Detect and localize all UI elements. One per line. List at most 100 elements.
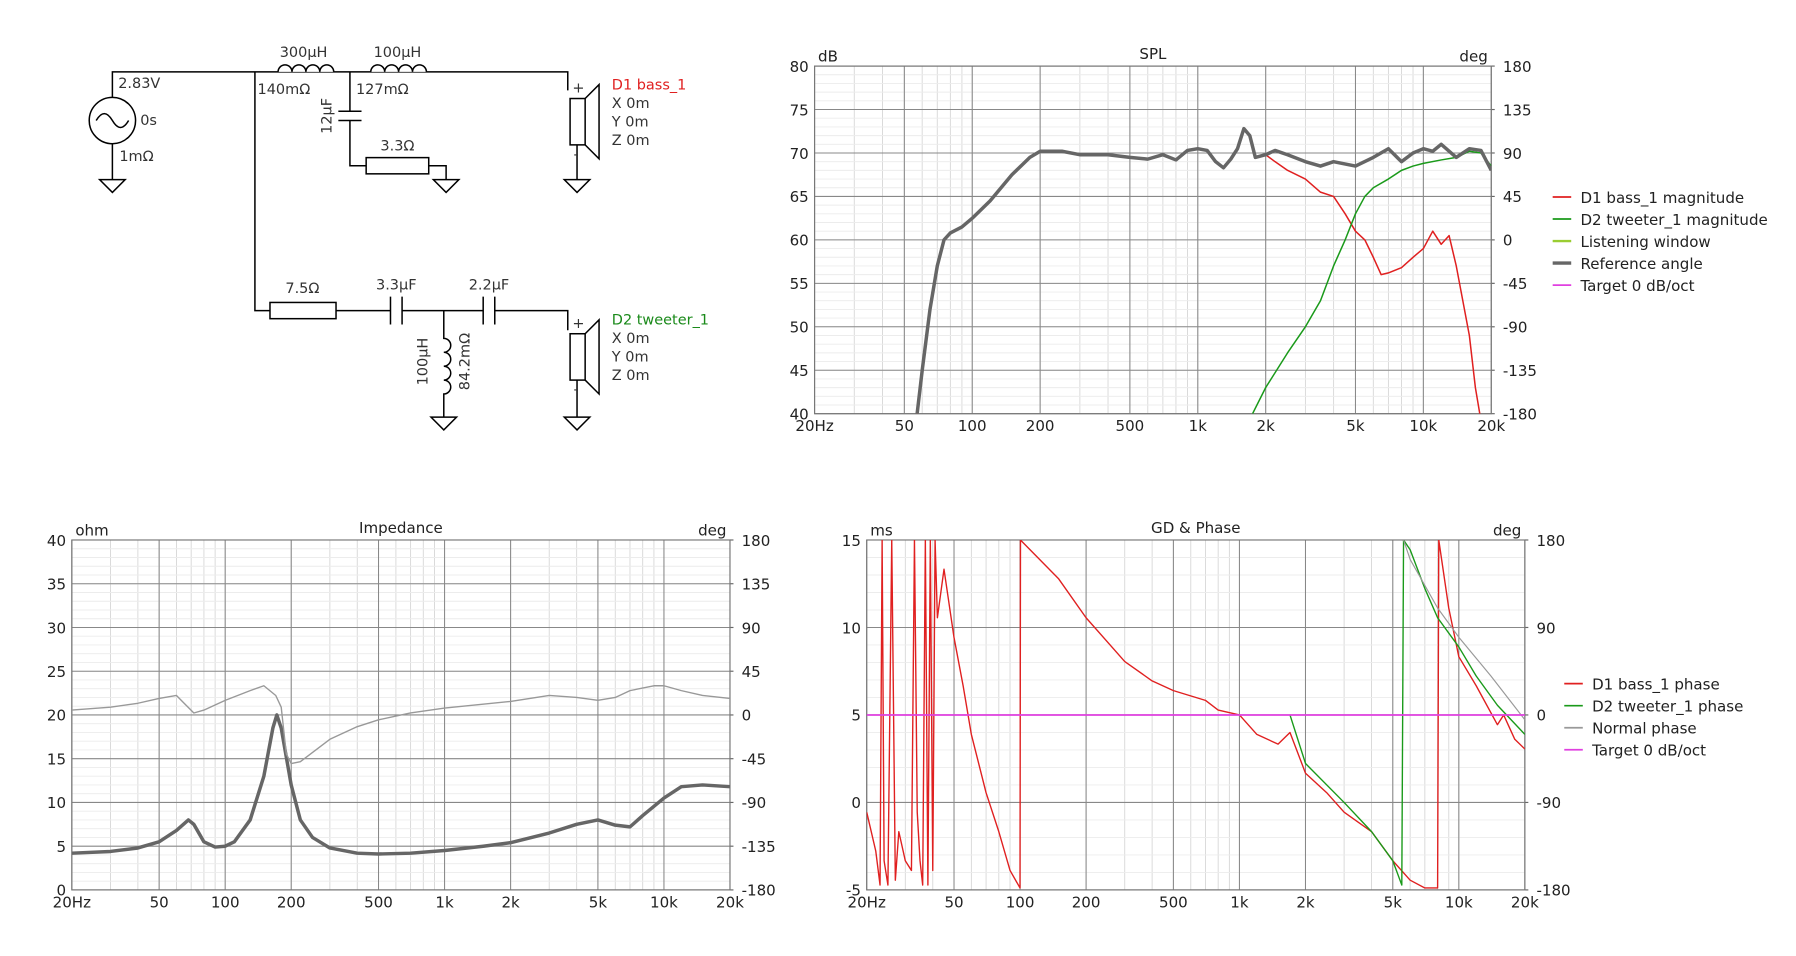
y-tick-label: 40 bbox=[47, 532, 66, 550]
label: 100µH bbox=[374, 45, 422, 61]
inductor bbox=[277, 64, 335, 72]
y2-tick-label: 0 bbox=[1503, 232, 1513, 250]
x-tick-label: 20k bbox=[1477, 417, 1505, 435]
legend-label: Reference angle bbox=[1580, 255, 1702, 273]
y2-tick-label: 180 bbox=[1536, 532, 1565, 550]
y2-axis-label: deg bbox=[698, 521, 726, 539]
x-tick-label: 50 bbox=[150, 893, 169, 911]
y-tick-label: 75 bbox=[790, 101, 809, 119]
x-tick-label: 2k bbox=[1257, 417, 1276, 435]
y-tick-label: 70 bbox=[790, 145, 809, 163]
x-tick-label: 100 bbox=[1006, 893, 1035, 911]
label: Y 0m bbox=[611, 114, 649, 130]
driver-cone bbox=[576, 318, 600, 418]
legend-label: Target 0 dB/oct bbox=[1591, 742, 1706, 760]
y-tick-label: 20 bbox=[47, 707, 66, 725]
label: X 0m bbox=[612, 96, 650, 112]
ground bbox=[562, 178, 592, 194]
driver bbox=[569, 97, 586, 146]
x-tick-label: 5k bbox=[1384, 893, 1403, 911]
y2-tick-label: -90 bbox=[1503, 319, 1528, 337]
y2-tick-label: -45 bbox=[742, 750, 767, 768]
series-line bbox=[915, 126, 1492, 414]
x-tick-label: 20Hz bbox=[795, 417, 833, 435]
label: 3.3Ω bbox=[380, 139, 414, 155]
label: - bbox=[574, 147, 579, 163]
capacitor bbox=[338, 71, 447, 180]
label: - bbox=[574, 382, 579, 398]
ground bbox=[562, 416, 592, 431]
y-tick-label: 5 bbox=[851, 707, 861, 725]
y-tick-label: 15 bbox=[842, 532, 861, 550]
x-tick-label: 50 bbox=[895, 417, 914, 435]
label: 0s bbox=[140, 113, 157, 129]
chart-title: SPL bbox=[1139, 45, 1167, 63]
x-tick-label: 20Hz bbox=[53, 893, 91, 911]
driver-cone bbox=[576, 82, 600, 180]
x-tick-label: 500 bbox=[364, 893, 393, 911]
y-tick-label: 25 bbox=[47, 663, 66, 681]
x-tick-label: 10k bbox=[650, 893, 678, 911]
x-tick-label: 2k bbox=[1296, 893, 1315, 911]
x-tick-label: 200 bbox=[1072, 893, 1101, 911]
y2-tick-label: 45 bbox=[1503, 188, 1522, 206]
y2-tick-label: 135 bbox=[742, 576, 771, 594]
y-tick-label: 10 bbox=[842, 619, 861, 637]
x-tick-label: 10k bbox=[1409, 417, 1437, 435]
x-tick-label: 2k bbox=[501, 893, 520, 911]
inductor bbox=[370, 64, 428, 72]
plot-border bbox=[71, 539, 731, 891]
driver-name: D2 tweeter_1 bbox=[612, 312, 709, 328]
legend-label: D1 bass_1 magnitude bbox=[1580, 189, 1744, 208]
source-symbol bbox=[95, 112, 130, 129]
wire bbox=[111, 71, 569, 331]
y-tick-label: 0 bbox=[56, 882, 66, 900]
x-tick-label: 20k bbox=[716, 893, 744, 911]
y-tick-label: 30 bbox=[47, 619, 66, 637]
x-tick-label: 500 bbox=[1159, 893, 1188, 911]
x-tick-label: 1k bbox=[1230, 893, 1249, 911]
label: 2.2µF bbox=[469, 278, 510, 294]
y-tick-label: -5 bbox=[846, 882, 861, 900]
y-axis-label: dB bbox=[818, 47, 838, 65]
y2-tick-label: 180 bbox=[1503, 58, 1532, 76]
y-tick-label: 0 bbox=[851, 794, 861, 812]
ground bbox=[429, 416, 459, 431]
label: X 0m bbox=[612, 331, 650, 347]
y-tick-label: 55 bbox=[790, 275, 809, 293]
legend-label: D1 bass_1 phase bbox=[1592, 675, 1720, 694]
legend-label: Target 0 dB/oct bbox=[1579, 277, 1694, 295]
y2-tick-label: 0 bbox=[742, 707, 752, 725]
ground bbox=[431, 178, 461, 194]
driver-name: D1 bass_1 bbox=[612, 77, 687, 93]
series-line bbox=[866, 539, 1525, 889]
driver bbox=[569, 332, 586, 381]
label: 300µH bbox=[280, 45, 328, 61]
series-line bbox=[71, 685, 730, 765]
y-tick-label: 45 bbox=[790, 362, 809, 380]
y2-tick-label: 45 bbox=[742, 663, 761, 681]
y2-tick-label: 0 bbox=[1536, 707, 1546, 725]
x-tick-label: 200 bbox=[1026, 417, 1055, 435]
resistor bbox=[269, 301, 337, 320]
y-tick-label: 10 bbox=[47, 794, 66, 812]
ground bbox=[97, 178, 127, 194]
legend-label: D2 tweeter_1 magnitude bbox=[1580, 211, 1767, 230]
x-tick-label: 20Hz bbox=[848, 893, 886, 911]
chart: 20Hz 50 100 200 500 1k 2k 5k 10k 20k 0 5 10 15 20 25 30 3… bbox=[47, 519, 776, 911]
label: Z 0m bbox=[612, 133, 650, 149]
label: 140mΩ bbox=[257, 82, 310, 98]
x-tick-label: 100 bbox=[211, 893, 240, 911]
series-line bbox=[71, 713, 730, 856]
y2-tick-label: 90 bbox=[1536, 619, 1555, 637]
x-tick-label: 20k bbox=[1511, 893, 1539, 911]
label: Y 0m bbox=[611, 350, 649, 366]
label: 1mΩ bbox=[119, 149, 153, 165]
label: 2.83V bbox=[118, 76, 160, 92]
y2-tick-label: -180 bbox=[1536, 882, 1570, 900]
x-tick-label: 5k bbox=[1346, 417, 1365, 435]
label: + bbox=[572, 316, 584, 332]
y-tick-label: 40 bbox=[790, 405, 809, 423]
